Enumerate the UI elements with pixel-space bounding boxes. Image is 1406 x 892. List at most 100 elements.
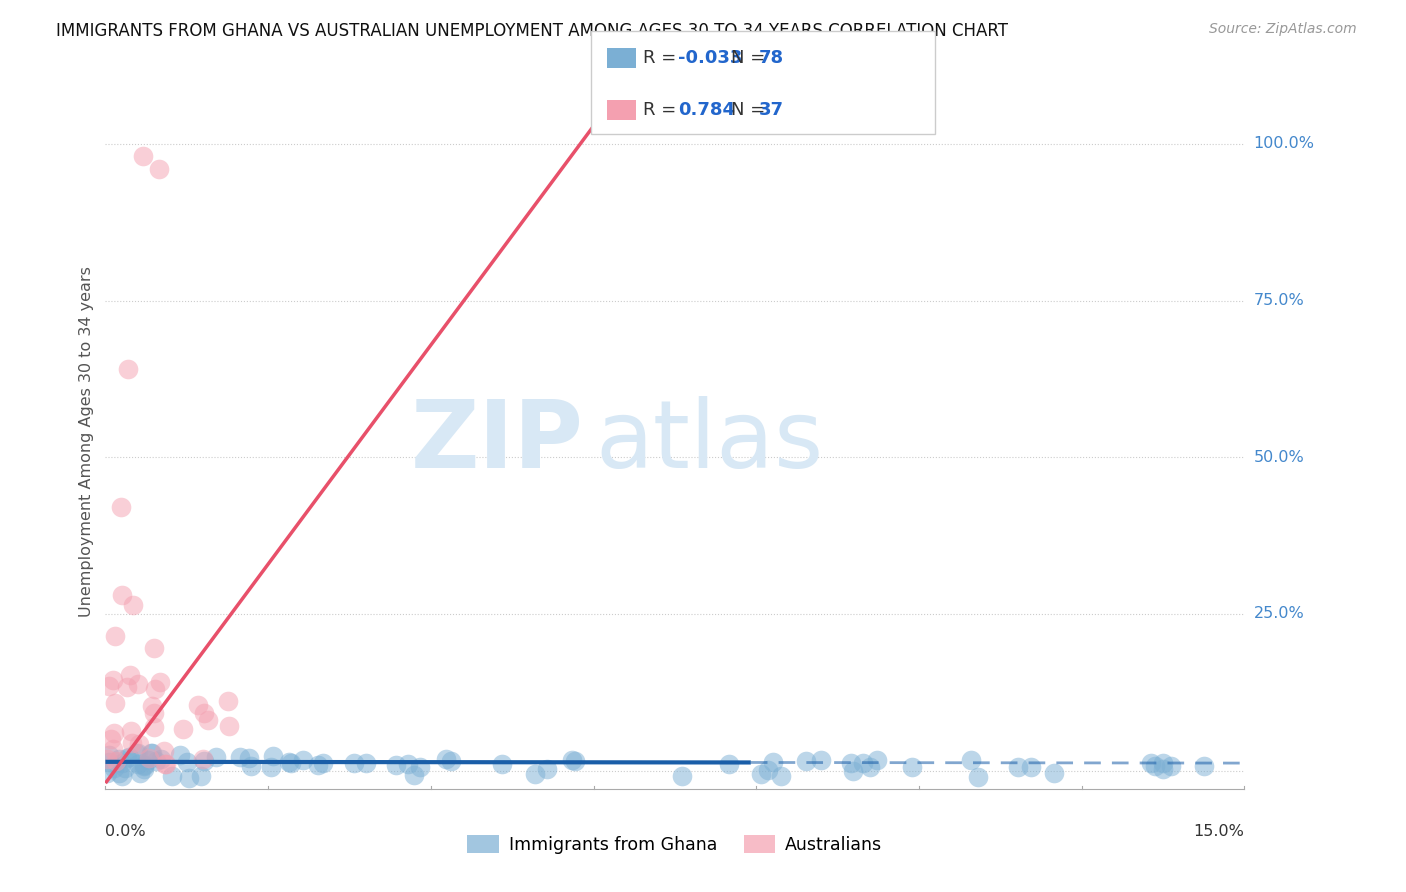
Point bbox=[176, 755, 198, 769]
Point bbox=[169, 748, 191, 763]
Point bbox=[217, 694, 239, 708]
Point bbox=[145, 755, 167, 769]
Point bbox=[794, 754, 817, 768]
Point bbox=[153, 756, 176, 771]
Point bbox=[190, 769, 212, 783]
Point bbox=[103, 726, 125, 740]
Point bbox=[749, 766, 772, 780]
Point bbox=[205, 749, 228, 764]
Point bbox=[141, 699, 163, 714]
Point bbox=[1152, 756, 1174, 770]
Point bbox=[409, 760, 432, 774]
Point bbox=[866, 753, 889, 767]
Point bbox=[172, 722, 194, 736]
Point bbox=[960, 753, 983, 767]
Point bbox=[852, 756, 875, 770]
Point bbox=[132, 149, 155, 163]
Point bbox=[117, 681, 139, 695]
Point bbox=[96, 752, 118, 766]
Point bbox=[98, 748, 121, 763]
Point bbox=[191, 751, 214, 765]
Point bbox=[138, 751, 160, 765]
Point bbox=[177, 771, 200, 785]
Point bbox=[762, 755, 785, 769]
Text: ZIP: ZIP bbox=[411, 395, 583, 488]
Point bbox=[155, 756, 177, 771]
Point bbox=[115, 751, 138, 765]
Y-axis label: Unemployment Among Ages 30 to 34 years: Unemployment Among Ages 30 to 34 years bbox=[79, 266, 94, 617]
Text: 0.0%: 0.0% bbox=[105, 824, 146, 838]
Point bbox=[440, 754, 463, 768]
Text: 100.0%: 100.0% bbox=[1253, 136, 1315, 152]
Point bbox=[105, 754, 128, 768]
Legend: Immigrants from Ghana, Australians: Immigrants from Ghana, Australians bbox=[461, 828, 889, 861]
Text: -0.033: -0.033 bbox=[678, 49, 742, 67]
Point bbox=[103, 761, 125, 775]
Point bbox=[101, 673, 124, 687]
Point bbox=[810, 753, 832, 767]
Point bbox=[128, 737, 150, 751]
Point bbox=[292, 753, 315, 767]
Point bbox=[218, 719, 240, 733]
Point bbox=[108, 766, 131, 780]
Point bbox=[110, 588, 132, 602]
Point bbox=[114, 761, 136, 775]
Point bbox=[118, 750, 141, 764]
Point bbox=[143, 682, 166, 697]
Point bbox=[120, 724, 142, 739]
Point bbox=[1192, 759, 1215, 773]
Text: N =: N = bbox=[731, 49, 770, 67]
Point bbox=[396, 757, 419, 772]
Text: R =: R = bbox=[643, 101, 682, 119]
Point bbox=[100, 731, 122, 746]
Point bbox=[128, 766, 150, 780]
Point bbox=[1143, 758, 1166, 772]
Point bbox=[153, 744, 176, 758]
Point bbox=[127, 677, 149, 691]
Point bbox=[110, 500, 132, 515]
Point bbox=[839, 756, 862, 770]
Point bbox=[142, 641, 165, 656]
Point bbox=[148, 161, 170, 176]
Text: 50.0%: 50.0% bbox=[1253, 450, 1305, 465]
Point bbox=[98, 755, 121, 769]
Point bbox=[1019, 760, 1042, 774]
Point bbox=[96, 766, 118, 780]
Point bbox=[143, 720, 166, 734]
Point bbox=[278, 755, 301, 769]
Point bbox=[756, 763, 779, 777]
Text: 0.784: 0.784 bbox=[678, 101, 735, 119]
Point bbox=[187, 698, 209, 713]
Point bbox=[280, 756, 302, 771]
Point bbox=[524, 767, 547, 781]
Point bbox=[260, 760, 283, 774]
Point bbox=[118, 667, 141, 681]
Point bbox=[718, 757, 741, 772]
Point bbox=[901, 760, 924, 774]
Point bbox=[110, 769, 132, 783]
Point bbox=[103, 741, 125, 756]
Text: 37: 37 bbox=[759, 101, 785, 119]
Text: 25.0%: 25.0% bbox=[1253, 607, 1305, 622]
Point bbox=[132, 758, 155, 772]
Point bbox=[141, 747, 163, 761]
Point bbox=[312, 756, 335, 770]
Point bbox=[343, 756, 366, 770]
Point bbox=[239, 759, 262, 773]
Point bbox=[141, 746, 163, 760]
Point bbox=[143, 706, 166, 720]
Point bbox=[1043, 766, 1066, 780]
Text: 75.0%: 75.0% bbox=[1253, 293, 1305, 308]
Point bbox=[842, 764, 865, 779]
Point bbox=[197, 713, 219, 727]
Point bbox=[108, 752, 131, 766]
Point bbox=[561, 753, 583, 767]
Point bbox=[354, 756, 377, 771]
Text: atlas: atlas bbox=[595, 395, 824, 488]
Text: IMMIGRANTS FROM GHANA VS AUSTRALIAN UNEMPLOYMENT AMONG AGES 30 TO 34 YEARS CORRE: IMMIGRANTS FROM GHANA VS AUSTRALIAN UNEM… bbox=[56, 22, 1008, 40]
Point bbox=[229, 750, 252, 764]
Text: 78: 78 bbox=[759, 49, 785, 67]
Point bbox=[149, 752, 172, 766]
Point bbox=[104, 629, 127, 643]
Point bbox=[434, 752, 457, 766]
